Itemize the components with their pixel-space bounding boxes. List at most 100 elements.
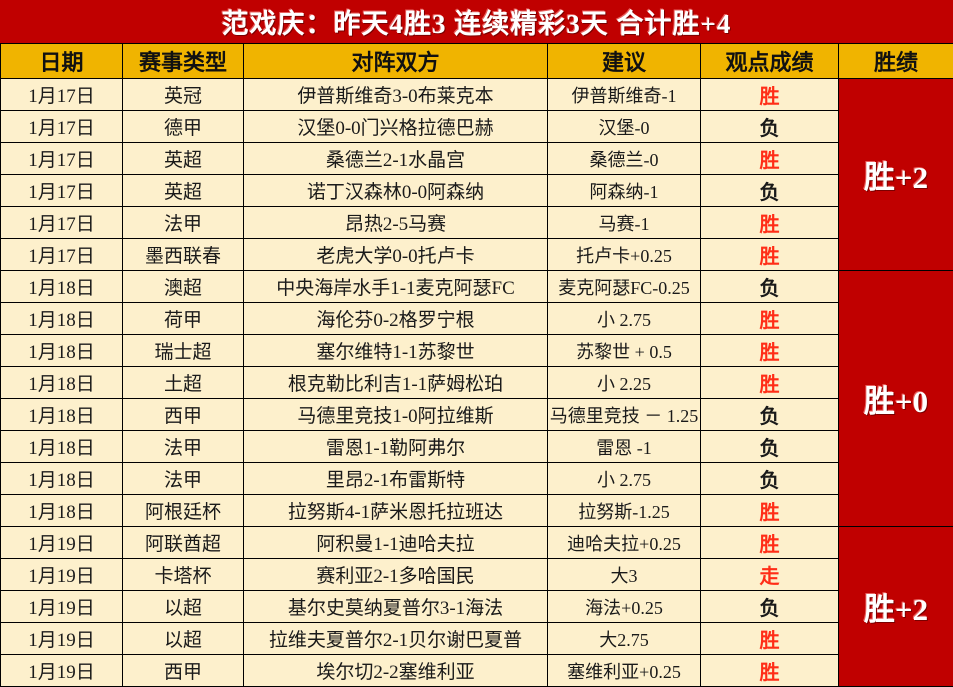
table-head: 日期 赛事类型 对阵双方 建议 观点成绩 胜绩 (1, 44, 953, 79)
cell-result: 负 (701, 399, 839, 431)
cell-league: 以超 (123, 623, 244, 655)
cell-advice: 桑德兰-0 (548, 143, 701, 175)
cell-result: 负 (701, 175, 839, 207)
cell-result: 胜 (701, 207, 839, 239)
cell-date: 1月19日 (1, 623, 123, 655)
cell-result: 走 (701, 559, 839, 591)
cell-result: 胜 (701, 303, 839, 335)
cell-result: 胜 (701, 367, 839, 399)
cell-league: 卡塔杯 (123, 559, 244, 591)
cell-match: 基尔史莫纳夏普尔3-1海法 (244, 591, 548, 623)
cell-date: 1月18日 (1, 431, 123, 463)
cell-league: 阿联酋超 (123, 527, 244, 559)
cell-date: 1月18日 (1, 335, 123, 367)
cell-date: 1月18日 (1, 271, 123, 303)
cell-date: 1月18日 (1, 463, 123, 495)
cell-league: 墨西联春 (123, 239, 244, 271)
cell-date: 1月17日 (1, 175, 123, 207)
cell-date: 1月18日 (1, 399, 123, 431)
cell-league: 瑞士超 (123, 335, 244, 367)
cell-advice: 塞维利亚+0.25 (548, 655, 701, 687)
cell-match: 里昂2-1布雷斯特 (244, 463, 548, 495)
cell-league: 英冠 (123, 79, 244, 111)
cell-match: 雷恩1-1勒阿弗尔 (244, 431, 548, 463)
cell-advice: 小 2.75 (548, 463, 701, 495)
cell-league: 法甲 (123, 431, 244, 463)
cell-advice: 迪哈夫拉+0.25 (548, 527, 701, 559)
cell-date: 1月19日 (1, 591, 123, 623)
cell-league: 法甲 (123, 207, 244, 239)
cell-advice: 马德里竞技 － 1.25 (548, 399, 701, 431)
cell-date: 1月19日 (1, 527, 123, 559)
streak-group-cell: 胜+2 (839, 527, 953, 687)
cell-result: 胜 (701, 655, 839, 687)
cell-date: 1月17日 (1, 79, 123, 111)
cell-match: 昂热2-5马赛 (244, 207, 548, 239)
cell-match: 伊普斯维奇3-0布莱克本 (244, 79, 548, 111)
cell-result: 胜 (701, 623, 839, 655)
cell-result: 胜 (701, 495, 839, 527)
cell-match: 诺丁汉森林0-0阿森纳 (244, 175, 548, 207)
cell-date: 1月18日 (1, 495, 123, 527)
cell-match: 拉努斯4-1萨米恩托拉班达 (244, 495, 548, 527)
cell-result: 负 (701, 463, 839, 495)
results-table-page: 范戏庆：昨天4胜3 连续精彩3天 合计胜+4 日期 赛事类型 对阵双方 建议 观… (0, 0, 953, 652)
column-header-date: 日期 (1, 44, 123, 79)
column-header-match: 对阵双方 (244, 44, 548, 79)
cell-date: 1月17日 (1, 239, 123, 271)
cell-match: 汉堡0-0门兴格拉德巴赫 (244, 111, 548, 143)
cell-date: 1月18日 (1, 367, 123, 399)
predictions-table: 日期 赛事类型 对阵双方 建议 观点成绩 胜绩 1月17日英冠伊普斯维奇3-0布… (0, 43, 953, 687)
cell-result: 负 (701, 431, 839, 463)
cell-match: 马德里竞技1-0阿拉维斯 (244, 399, 548, 431)
column-header-streak: 胜绩 (839, 44, 953, 79)
cell-advice: 马赛-1 (548, 207, 701, 239)
cell-advice: 拉努斯-1.25 (548, 495, 701, 527)
cell-date: 1月18日 (1, 303, 123, 335)
cell-league: 德甲 (123, 111, 244, 143)
cell-result: 负 (701, 591, 839, 623)
cell-date: 1月17日 (1, 207, 123, 239)
cell-advice: 汉堡-0 (548, 111, 701, 143)
cell-league: 以超 (123, 591, 244, 623)
cell-result: 胜 (701, 239, 839, 271)
cell-result: 负 (701, 111, 839, 143)
cell-match: 桑德兰2-1水晶宫 (244, 143, 548, 175)
cell-league: 澳超 (123, 271, 244, 303)
cell-result: 胜 (701, 79, 839, 111)
cell-match: 中央海岸水手1-1麦克阿瑟FC (244, 271, 548, 303)
cell-advice: 海法+0.25 (548, 591, 701, 623)
cell-result: 负 (701, 271, 839, 303)
column-header-advice: 建议 (548, 44, 701, 79)
cell-match: 拉维夫夏普尔2-1贝尔谢巴夏普 (244, 623, 548, 655)
cell-match: 塞尔维特1-1苏黎世 (244, 335, 548, 367)
page-title: 范戏庆：昨天4胜3 连续精彩3天 合计胜+4 (222, 2, 732, 41)
cell-league: 法甲 (123, 463, 244, 495)
cell-date: 1月19日 (1, 655, 123, 687)
cell-advice: 阿森纳-1 (548, 175, 701, 207)
cell-league: 英超 (123, 175, 244, 207)
cell-advice: 大2.75 (548, 623, 701, 655)
cell-date: 1月17日 (1, 111, 123, 143)
cell-league: 荷甲 (123, 303, 244, 335)
streak-group-cell: 胜+2 (839, 79, 953, 271)
cell-result: 胜 (701, 527, 839, 559)
cell-match: 老虎大学0-0托卢卡 (244, 239, 548, 271)
cell-advice: 伊普斯维奇-1 (548, 79, 701, 111)
column-header-result: 观点成绩 (701, 44, 839, 79)
cell-league: 土超 (123, 367, 244, 399)
cell-match: 埃尔切2-2塞维利亚 (244, 655, 548, 687)
